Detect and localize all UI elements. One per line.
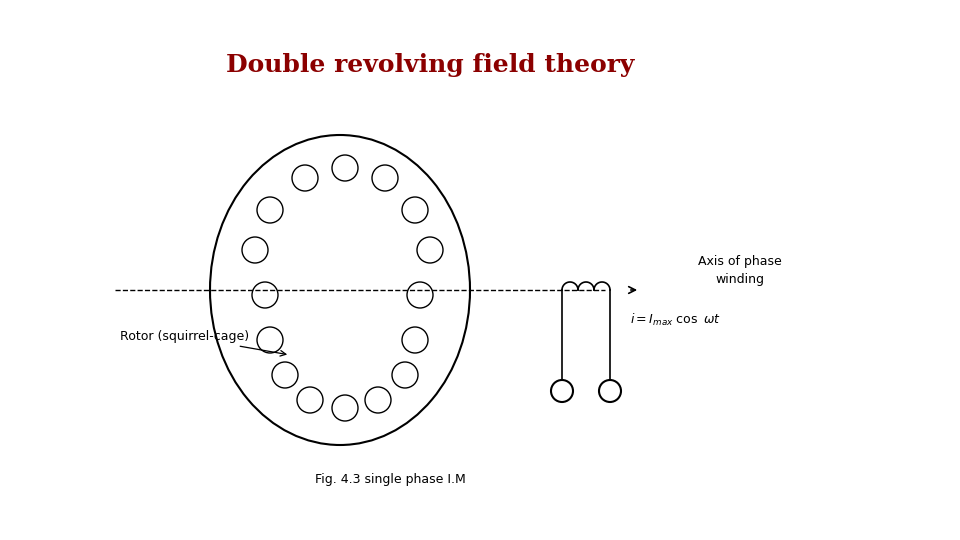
Text: Double revolving field theory: Double revolving field theory: [226, 53, 635, 77]
Text: Axis of phase
winding: Axis of phase winding: [698, 255, 781, 286]
Text: $i = I_{max}\ \cos\ \omega t$: $i = I_{max}\ \cos\ \omega t$: [630, 312, 721, 328]
Text: Rotor (squirrel-cage): Rotor (squirrel-cage): [120, 330, 286, 356]
Text: Fig. 4.3 single phase I.M: Fig. 4.3 single phase I.M: [315, 474, 466, 487]
